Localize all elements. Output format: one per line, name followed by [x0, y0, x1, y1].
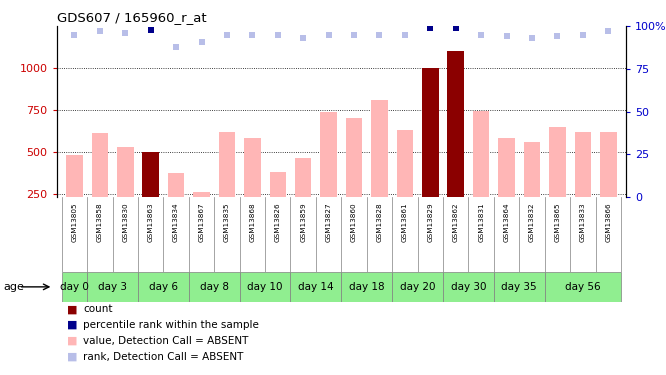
FancyBboxPatch shape — [87, 272, 138, 302]
Bar — [346, 118, 362, 197]
Text: GSM13833: GSM13833 — [580, 203, 586, 243]
FancyBboxPatch shape — [138, 272, 188, 302]
Text: day 3: day 3 — [98, 282, 127, 292]
Text: GSM13832: GSM13832 — [529, 203, 535, 243]
Bar — [168, 174, 184, 197]
Bar — [244, 138, 260, 197]
Bar — [422, 68, 438, 197]
Text: age: age — [3, 282, 24, 292]
FancyBboxPatch shape — [62, 272, 87, 302]
Bar — [448, 51, 464, 197]
Text: day 0: day 0 — [60, 282, 89, 292]
Text: GSM13834: GSM13834 — [173, 203, 179, 243]
Text: GSM13866: GSM13866 — [605, 203, 611, 243]
FancyBboxPatch shape — [545, 272, 621, 302]
Bar — [91, 133, 108, 197]
Text: value, Detection Call = ABSENT: value, Detection Call = ABSENT — [83, 336, 248, 346]
FancyBboxPatch shape — [341, 272, 392, 302]
Text: ■: ■ — [67, 336, 77, 346]
Text: day 10: day 10 — [247, 282, 283, 292]
Text: day 14: day 14 — [298, 282, 334, 292]
Bar — [498, 138, 515, 197]
FancyBboxPatch shape — [188, 272, 240, 302]
Text: GSM13862: GSM13862 — [453, 203, 459, 243]
FancyBboxPatch shape — [290, 272, 341, 302]
Bar — [575, 132, 591, 197]
Text: ■: ■ — [67, 320, 77, 330]
FancyBboxPatch shape — [443, 272, 494, 302]
Text: GSM13864: GSM13864 — [503, 203, 509, 243]
Bar — [397, 130, 413, 197]
Bar — [523, 142, 540, 197]
Text: ■: ■ — [67, 352, 77, 362]
Text: GSM13826: GSM13826 — [275, 203, 281, 243]
Bar — [473, 111, 490, 197]
Text: ■: ■ — [67, 304, 77, 314]
Text: GSM13865: GSM13865 — [554, 203, 560, 243]
Text: percentile rank within the sample: percentile rank within the sample — [83, 320, 259, 330]
Text: GSM13859: GSM13859 — [300, 203, 306, 243]
Bar — [117, 147, 133, 197]
Text: GSM13828: GSM13828 — [376, 203, 382, 243]
Text: GSM13835: GSM13835 — [224, 203, 230, 243]
Bar — [270, 172, 286, 197]
Bar — [600, 132, 617, 197]
Bar — [143, 152, 159, 197]
Text: day 30: day 30 — [451, 282, 486, 292]
Text: GSM13868: GSM13868 — [249, 203, 255, 243]
Bar — [320, 112, 337, 197]
Text: GDS607 / 165960_r_at: GDS607 / 165960_r_at — [57, 11, 206, 24]
Text: GSM13830: GSM13830 — [123, 203, 129, 243]
Text: GSM13805: GSM13805 — [71, 203, 77, 243]
Text: count: count — [83, 304, 113, 314]
Bar — [549, 127, 565, 197]
Bar — [371, 100, 388, 197]
Bar — [193, 192, 210, 197]
Text: GSM13863: GSM13863 — [148, 203, 154, 243]
Bar — [66, 155, 83, 197]
Bar — [218, 132, 235, 197]
Text: rank, Detection Call = ABSENT: rank, Detection Call = ABSENT — [83, 352, 244, 362]
FancyBboxPatch shape — [392, 272, 443, 302]
FancyBboxPatch shape — [240, 272, 290, 302]
Text: GSM13831: GSM13831 — [478, 203, 484, 243]
Text: GSM13867: GSM13867 — [198, 203, 204, 243]
Text: GSM13860: GSM13860 — [351, 203, 357, 243]
Text: day 56: day 56 — [565, 282, 601, 292]
Bar — [295, 158, 312, 197]
Text: GSM13829: GSM13829 — [428, 203, 434, 243]
FancyBboxPatch shape — [494, 272, 545, 302]
Text: day 35: day 35 — [501, 282, 537, 292]
Text: day 6: day 6 — [149, 282, 178, 292]
Text: day 8: day 8 — [200, 282, 228, 292]
Text: GSM13861: GSM13861 — [402, 203, 408, 243]
Text: GSM13827: GSM13827 — [326, 203, 332, 243]
Text: GSM13858: GSM13858 — [97, 203, 103, 243]
Text: day 20: day 20 — [400, 282, 436, 292]
Text: day 18: day 18 — [349, 282, 384, 292]
